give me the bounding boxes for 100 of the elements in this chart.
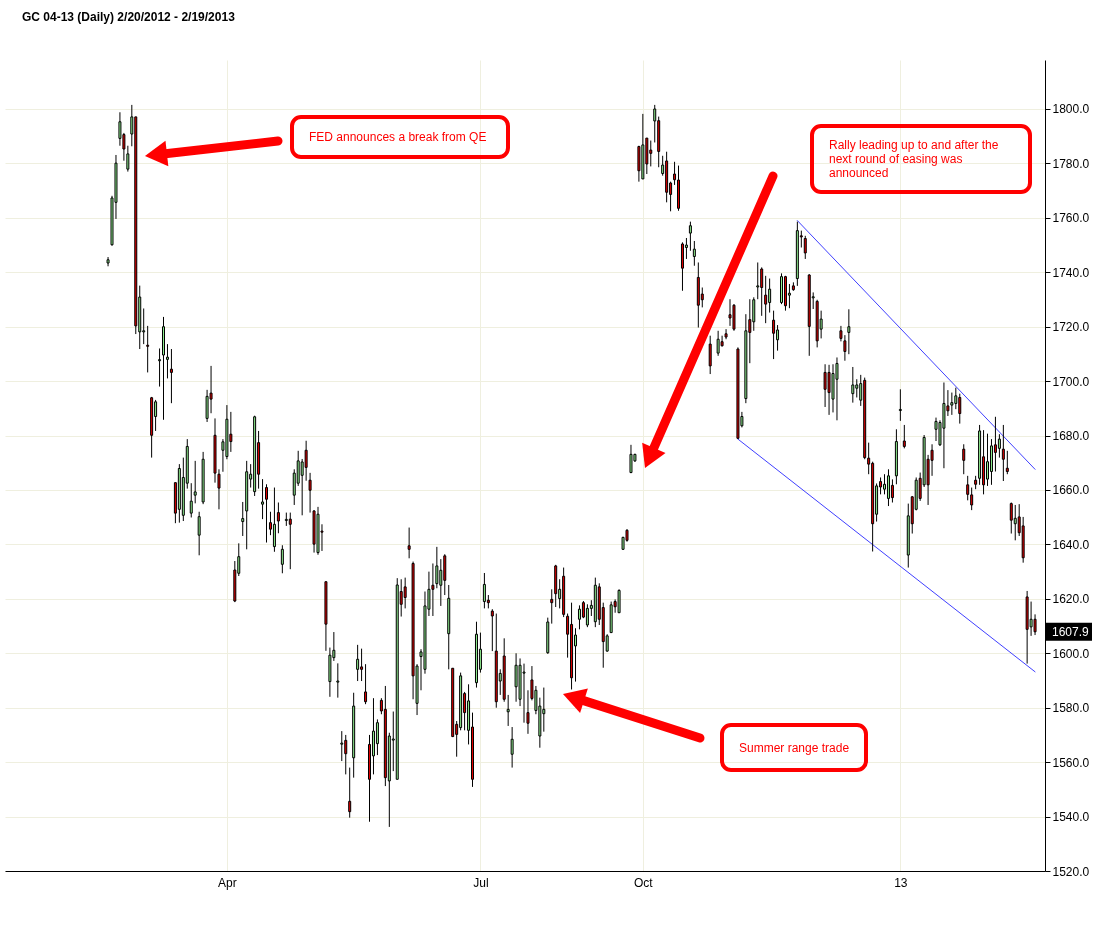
text: 1607.9 (1052, 624, 1090, 639)
candlestick (649, 140, 653, 167)
candlestick (585, 603, 589, 628)
candlestick (898, 388, 902, 422)
candlestick (803, 235, 807, 260)
candlestick (375, 718, 379, 756)
candlestick (344, 734, 348, 775)
y-tick-label: 1560.0 (1052, 755, 1090, 770)
candlestick (708, 335, 712, 375)
candlestick (688, 221, 692, 252)
candlestick (288, 512, 292, 570)
chart-title: GC 04-13 (Daily) 2/20/2012 - 2/19/2013 (22, 10, 236, 24)
candlestick (522, 663, 526, 724)
x-tick-label: 13 (894, 875, 908, 890)
candlestick (280, 544, 284, 574)
candlestick (692, 240, 696, 267)
candlestick (886, 468, 890, 507)
candlestick (261, 478, 265, 520)
candlestick (169, 348, 173, 404)
candlestick (716, 330, 720, 357)
candlestick (1009, 502, 1013, 535)
candlestick (732, 303, 736, 332)
candlestick (728, 298, 732, 327)
candlestick (835, 356, 839, 421)
candlestick (1013, 504, 1017, 541)
candlestick (883, 473, 887, 495)
y-tick-label: 1700.0 (1052, 374, 1090, 389)
candlestick (165, 343, 169, 379)
candlestick (241, 501, 245, 537)
candlestick (154, 399, 158, 432)
y-tick-label: 1740.0 (1052, 265, 1090, 280)
candlestick (851, 366, 855, 404)
annotation: Summer range trade (739, 740, 850, 755)
candlestick (855, 378, 859, 398)
candlestick (550, 588, 554, 625)
y-tick-label: 1520.0 (1052, 864, 1090, 879)
candlestick (356, 644, 360, 682)
candlestick (577, 604, 581, 630)
candlestick (336, 662, 340, 699)
candlestick (189, 482, 193, 518)
y-tick-label: 1540.0 (1052, 810, 1090, 825)
candlestick (407, 527, 411, 559)
y-tick-label: 1760.0 (1052, 211, 1090, 226)
candlestick (768, 278, 772, 314)
candlestick (827, 364, 831, 416)
candlestick (542, 687, 546, 733)
candlestick (993, 416, 997, 472)
candlestick (934, 417, 938, 442)
candlestick (1001, 424, 1005, 482)
candlestick (506, 694, 510, 727)
candlestick (756, 261, 760, 300)
y-tick-label: 1780.0 (1052, 156, 1090, 171)
y-tick-label: 1640.0 (1052, 537, 1090, 552)
candlestick (847, 308, 851, 355)
candlestick (482, 572, 486, 609)
candlestick (823, 363, 827, 408)
candlestick (574, 627, 578, 683)
y-tick-label: 1600.0 (1052, 646, 1090, 661)
candlestick (764, 275, 768, 324)
candlestick (950, 392, 954, 416)
candlestick (772, 310, 776, 360)
candlestick (276, 502, 280, 534)
candlestick (229, 411, 233, 453)
candlestick (514, 652, 518, 703)
candlestick (970, 487, 974, 511)
annotation: Rally leading up to and after the next round of easing was announced (829, 138, 999, 180)
candlestick (348, 767, 352, 819)
candlestick (272, 487, 276, 553)
y-tick-label: 1680.0 (1052, 429, 1090, 444)
candlestick (197, 511, 201, 556)
candlestick (962, 443, 966, 475)
candlestick (776, 324, 780, 352)
candlestick (1005, 450, 1009, 475)
candlestick (902, 424, 906, 449)
y-tick-label: 1660.0 (1052, 483, 1090, 498)
y-tick-label: 1580.0 (1052, 701, 1090, 716)
candlestick (997, 433, 1001, 459)
x-tick-label: Oct (634, 875, 654, 890)
candlestick (510, 726, 514, 769)
candlestick (752, 296, 756, 332)
candlestick (146, 325, 150, 373)
x-tick-label: Jul (473, 875, 489, 890)
candlestick (193, 460, 197, 504)
candlestick (158, 347, 162, 388)
candlestick (360, 648, 364, 682)
candlestick (403, 577, 407, 609)
candlestick (490, 608, 494, 652)
y-tick-label: 1800.0 (1052, 102, 1090, 117)
candlestick (890, 478, 894, 504)
y-tick-label: 1620.0 (1052, 592, 1090, 607)
x-tick-label: Apr (218, 875, 237, 890)
candlestick (364, 663, 368, 705)
candlestick (958, 393, 962, 425)
candlestick (340, 730, 344, 762)
candlestick (760, 266, 764, 317)
candlestick (617, 588, 621, 614)
y-tick-label: 1720.0 (1052, 320, 1090, 335)
candlestick (629, 444, 633, 474)
annotation: FED announces a break from QE (309, 130, 487, 144)
candlestick (265, 483, 269, 544)
